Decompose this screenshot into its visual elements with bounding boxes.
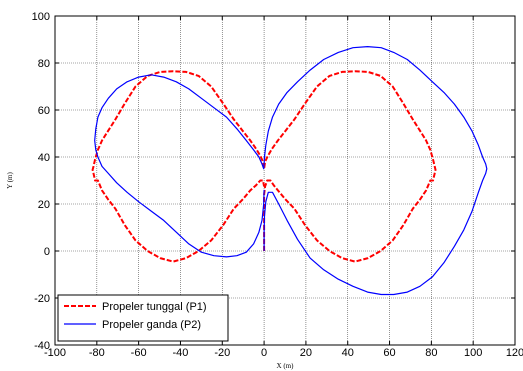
x-axis-label: X (m) [277,362,295,370]
x-tick-label: -100 [44,347,66,359]
y-axis-label: Y (m) [6,172,14,189]
tick-marks [54,15,516,346]
y-tick-label: 0 [44,246,50,258]
x-tick-label: 0 [261,347,267,359]
y-tick-label: 20 [38,199,50,211]
y-tick-label: 100 [32,11,50,23]
series-lines [91,45,488,296]
series-line-2 [94,45,488,296]
x-tick-label: 80 [425,347,437,359]
legend-label-1: Propeler tunggal (P1) [102,301,207,313]
x-tick-label: -40 [173,347,189,359]
x-tick-label: 100 [464,347,482,359]
legend-label-2: Propeler ganda (P2) [102,319,201,331]
x-tick-label: 20 [300,347,312,359]
y-tick-label: 60 [38,105,50,117]
x-tick-label: -20 [214,347,230,359]
tick-labels: -100 -80 -60 -40 -20 0 20 40 60 80 100 120 -40 -20 0 20… [32,11,523,359]
y-tick-label: 80 [38,58,50,70]
legend-box [57,294,229,342]
x-tick-label: -60 [131,347,147,359]
x-tick-label: 40 [342,347,354,359]
y-tick-label: -20 [34,293,50,305]
legend: Propeler tunggal (P1) Propeler ganda (P2) [57,294,229,342]
y-tick-label: 40 [38,152,50,164]
y-tick-label: -40 [34,340,50,352]
x-tick-label: 60 [383,347,395,359]
plot-frame [54,15,516,346]
series-line-1 [91,70,437,263]
x-tick-label: -80 [89,347,105,359]
x-tick-label: 120 [506,347,523,359]
